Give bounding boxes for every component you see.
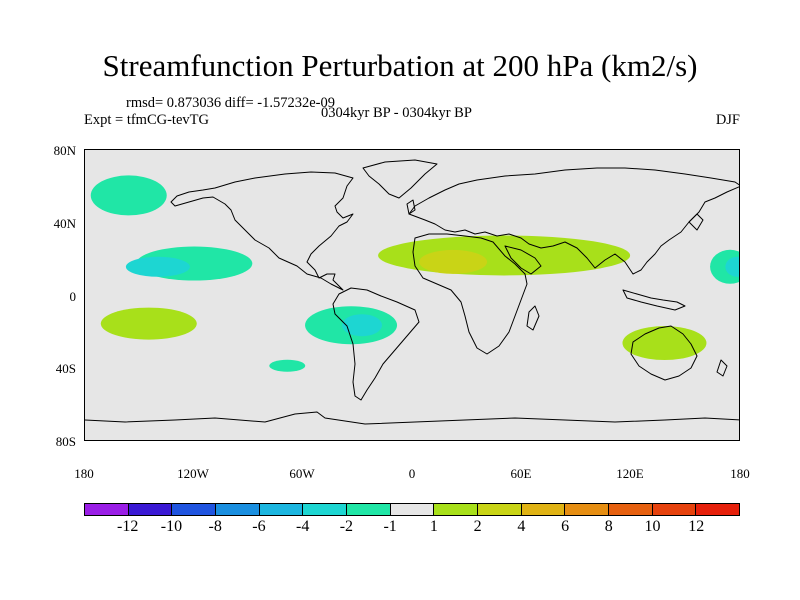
- coastline-layer: [85, 159, 739, 425]
- lon-tick-label: 180: [74, 466, 94, 481]
- legend-swatch: [172, 504, 217, 515]
- legend-swatch: [478, 504, 522, 515]
- lon-tick-label: 60E: [510, 466, 532, 481]
- plot-title: Streamfunction Perturbation at 200 hPa (…: [102, 48, 698, 83]
- anomaly-south-atlantic-core: [341, 314, 382, 337]
- lat-tick-label: 40N: [53, 216, 76, 231]
- coastline-madagascar: [526, 305, 540, 331]
- legend-label: -4: [295, 518, 310, 535]
- legend-swatch: [85, 504, 129, 515]
- anomaly-layer: [90, 175, 739, 372]
- anomaly-subtropical-pacific-north-core: [125, 256, 190, 277]
- coastline-north-america: [170, 171, 354, 291]
- coastline-arabia: [504, 245, 542, 275]
- anomaly-north-pacific: [90, 175, 167, 216]
- lon-tick-label: 180: [730, 466, 750, 481]
- lon-tick-label: 120E: [616, 466, 644, 481]
- coastline-antarctica: [85, 411, 739, 425]
- legend-swatch: [521, 504, 566, 515]
- lat-tick-label: 0: [69, 289, 77, 304]
- coastline-australia: [630, 325, 698, 381]
- legend-swatch: [303, 504, 348, 515]
- coastline-eurasia: [408, 167, 739, 275]
- coastline-uk: [406, 199, 416, 215]
- lat-tick-label: 40S: [55, 361, 76, 376]
- coastline-africa: [412, 233, 528, 355]
- legend-label: 6: [561, 518, 570, 535]
- legend-label: -2: [339, 518, 354, 535]
- color-legend: [84, 503, 740, 516]
- legend-swatch: [652, 504, 697, 515]
- legend-swatch: [347, 504, 391, 515]
- expt-line: Expt = tfmCG-tevTG: [84, 112, 209, 128]
- legend-swatch: [609, 504, 653, 515]
- legend-swatch: [128, 504, 173, 515]
- coastline-south-america: [332, 287, 420, 401]
- anomaly-patagonia: [269, 359, 306, 372]
- period-line: 0304kyr BP - 0304kyr BP: [321, 105, 472, 121]
- season-label: DJF: [715, 112, 740, 128]
- lon-tick-label: 60W: [289, 466, 315, 481]
- stats-line: rmsd= 0.873036 diff= -1.57232e-09: [126, 95, 335, 111]
- legend-swatch: [259, 504, 304, 515]
- legend-label: 1: [429, 518, 438, 535]
- lat-tick-label: 80N: [53, 143, 76, 158]
- coastline-greenland: [362, 159, 438, 199]
- legend-label: 2: [473, 518, 482, 535]
- legend-swatch: [434, 504, 479, 515]
- legend-label: -6: [252, 518, 266, 535]
- map-panel: [84, 149, 740, 441]
- anomaly-north-africa-core: [419, 249, 488, 274]
- legend-swatch: [696, 504, 740, 515]
- coastline-new-zealand: [716, 359, 728, 377]
- legend-label: 10: [644, 518, 661, 535]
- legend-label: -12: [117, 518, 139, 535]
- legend-label: -1: [383, 518, 397, 535]
- legend-swatch: [565, 504, 610, 515]
- lat-tick-label: 80S: [55, 434, 76, 449]
- lon-tick-label: 0: [408, 466, 416, 481]
- anomaly-south-pacific: [100, 307, 197, 340]
- legend-swatch: [216, 504, 260, 515]
- legend-label: 8: [604, 518, 613, 535]
- legend-label: -10: [160, 518, 183, 535]
- map-canvas: [85, 159, 739, 425]
- lon-tick-label: 120W: [177, 466, 209, 481]
- anomaly-west-pacific-core: [725, 256, 739, 277]
- coastline-japan: [688, 213, 704, 231]
- legend-swatch: [390, 504, 435, 515]
- anomaly-australia: [622, 326, 707, 361]
- legend-label: 12: [688, 518, 705, 535]
- coastline-indonesia: [622, 289, 686, 311]
- legend-label: -8: [208, 518, 222, 535]
- legend-label: 4: [517, 518, 526, 535]
